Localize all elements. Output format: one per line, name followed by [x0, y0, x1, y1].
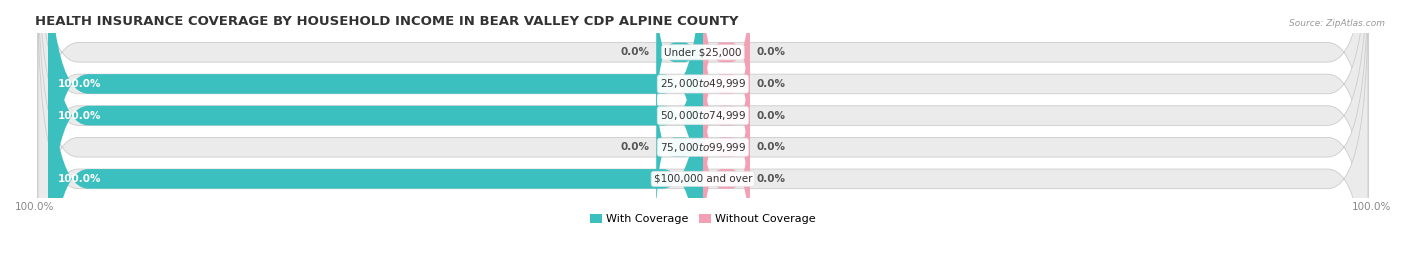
Text: $75,000 to $99,999: $75,000 to $99,999 [659, 141, 747, 154]
FancyBboxPatch shape [703, 37, 749, 194]
Text: 0.0%: 0.0% [756, 47, 786, 57]
FancyBboxPatch shape [38, 0, 1368, 269]
Text: 0.0%: 0.0% [620, 142, 650, 152]
FancyBboxPatch shape [38, 0, 1368, 269]
FancyBboxPatch shape [657, 0, 703, 131]
FancyBboxPatch shape [703, 5, 749, 163]
Text: 0.0%: 0.0% [756, 174, 786, 184]
Text: $50,000 to $74,999: $50,000 to $74,999 [659, 109, 747, 122]
FancyBboxPatch shape [38, 0, 1368, 269]
FancyBboxPatch shape [48, 0, 703, 269]
Text: Under $25,000: Under $25,000 [664, 47, 742, 57]
Text: 0.0%: 0.0% [756, 79, 786, 89]
Text: HEALTH INSURANCE COVERAGE BY HOUSEHOLD INCOME IN BEAR VALLEY CDP ALPINE COUNTY: HEALTH INSURANCE COVERAGE BY HOUSEHOLD I… [35, 15, 738, 28]
Text: 100.0%: 100.0% [58, 79, 101, 89]
Text: $25,000 to $49,999: $25,000 to $49,999 [659, 77, 747, 90]
FancyBboxPatch shape [38, 0, 1368, 264]
FancyBboxPatch shape [38, 0, 1368, 232]
FancyBboxPatch shape [703, 0, 749, 131]
Text: 0.0%: 0.0% [620, 47, 650, 57]
FancyBboxPatch shape [703, 68, 749, 226]
Text: 0.0%: 0.0% [756, 142, 786, 152]
Text: 100.0%: 100.0% [58, 111, 101, 121]
Legend: With Coverage, Without Coverage: With Coverage, Without Coverage [586, 209, 820, 228]
Text: 0.0%: 0.0% [756, 111, 786, 121]
Text: Source: ZipAtlas.com: Source: ZipAtlas.com [1289, 19, 1385, 28]
FancyBboxPatch shape [657, 68, 703, 226]
Text: $100,000 and over: $100,000 and over [654, 174, 752, 184]
Text: 100.0%: 100.0% [58, 174, 101, 184]
FancyBboxPatch shape [48, 0, 703, 269]
FancyBboxPatch shape [703, 100, 749, 258]
FancyBboxPatch shape [48, 0, 703, 264]
